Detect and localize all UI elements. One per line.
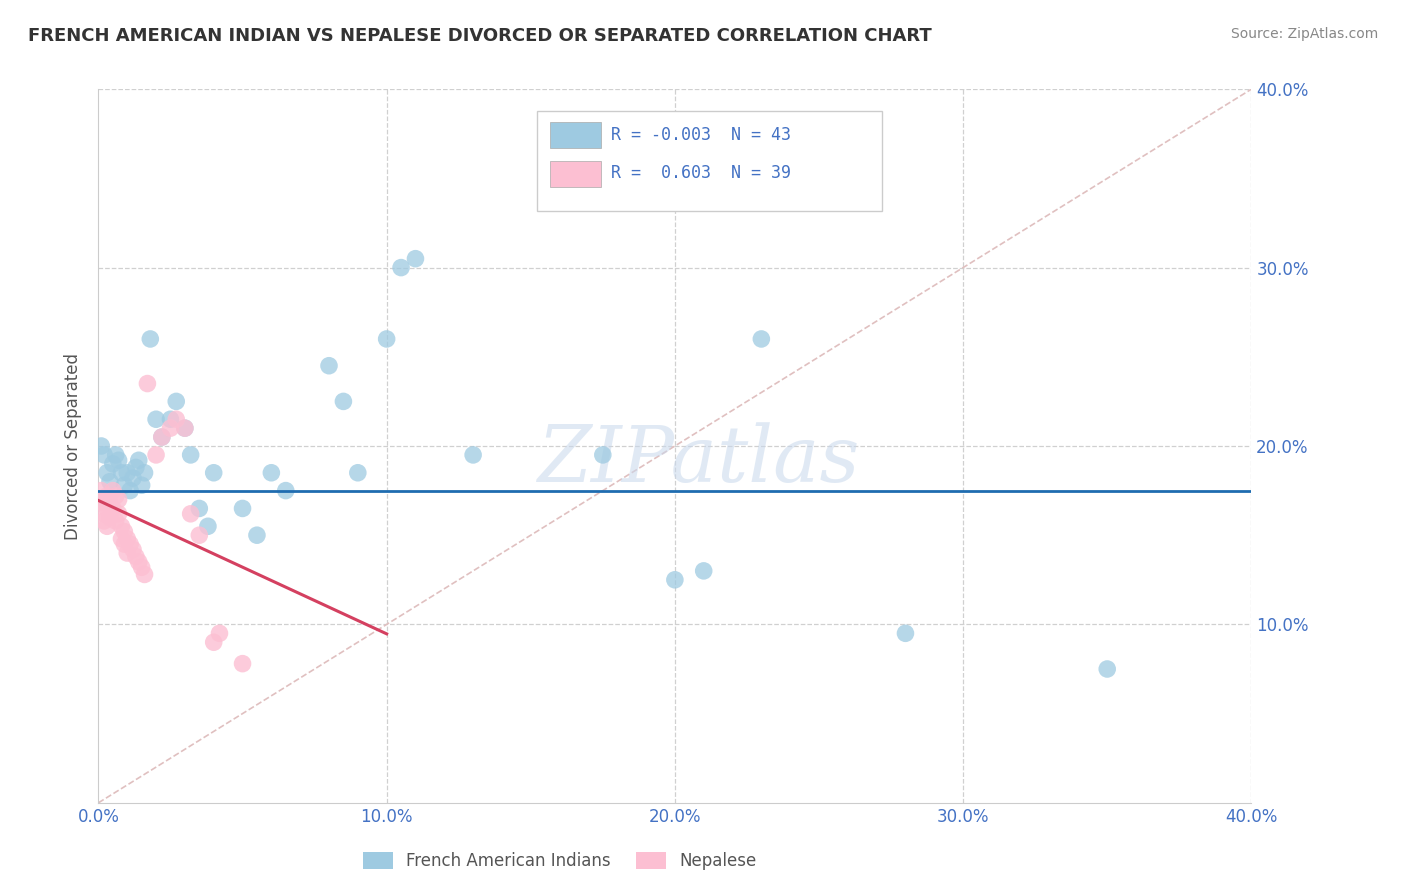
Point <box>104 489 127 503</box>
Point <box>131 560 153 574</box>
Point <box>107 507 129 521</box>
Point <box>98 510 121 524</box>
Point <box>93 496 115 510</box>
Point <box>125 549 148 564</box>
Point <box>104 514 127 528</box>
Text: R = -0.003  N = 43: R = -0.003 N = 43 <box>612 126 792 144</box>
Point <box>96 489 118 503</box>
Point <box>96 466 118 480</box>
Text: ZIPatlas: ZIPatlas <box>537 422 859 499</box>
Point <box>101 501 124 516</box>
Point <box>318 359 340 373</box>
Point <box>112 478 135 492</box>
Text: Source: ZipAtlas.com: Source: ZipAtlas.com <box>1230 27 1378 41</box>
Point <box>110 519 132 533</box>
FancyBboxPatch shape <box>537 111 883 211</box>
Point <box>405 252 427 266</box>
Point <box>112 524 135 539</box>
Point <box>197 519 219 533</box>
Point <box>131 478 153 492</box>
Point <box>1097 662 1119 676</box>
Point <box>98 496 121 510</box>
Point <box>120 537 142 551</box>
Point <box>120 483 142 498</box>
Point <box>159 421 181 435</box>
Point <box>134 567 156 582</box>
Point <box>174 421 197 435</box>
Point <box>461 448 484 462</box>
Point <box>274 483 297 498</box>
Point <box>93 448 115 462</box>
Point <box>346 466 368 480</box>
Point <box>375 332 398 346</box>
Point <box>139 332 162 346</box>
Point <box>90 439 112 453</box>
Point <box>107 492 129 507</box>
Point <box>125 460 148 475</box>
Point <box>202 466 225 480</box>
Point <box>96 501 118 516</box>
Point <box>202 635 225 649</box>
Point <box>389 260 412 275</box>
Point <box>117 532 139 546</box>
Point <box>693 564 716 578</box>
Point <box>110 466 132 480</box>
Point <box>180 507 202 521</box>
Point <box>93 507 115 521</box>
Legend: French American Indians, Nepalese: French American Indians, Nepalese <box>356 845 763 877</box>
Point <box>165 412 187 426</box>
FancyBboxPatch shape <box>550 122 602 148</box>
Point <box>128 453 150 467</box>
Text: FRENCH AMERICAN INDIAN VS NEPALESE DIVORCED OR SEPARATED CORRELATION CHART: FRENCH AMERICAN INDIAN VS NEPALESE DIVOR… <box>28 27 932 45</box>
Point <box>134 466 156 480</box>
Point <box>96 519 118 533</box>
Point <box>90 483 112 498</box>
Point <box>231 501 254 516</box>
Point <box>174 421 197 435</box>
Point <box>894 626 917 640</box>
Point <box>664 573 686 587</box>
FancyBboxPatch shape <box>550 161 602 187</box>
Point <box>188 501 211 516</box>
Point <box>145 412 167 426</box>
Point <box>145 448 167 462</box>
Point <box>101 457 124 471</box>
Point <box>592 448 614 462</box>
Point <box>231 657 254 671</box>
Point <box>150 430 173 444</box>
Point <box>117 546 139 560</box>
Point <box>260 466 283 480</box>
Point <box>93 514 115 528</box>
Point <box>165 394 187 409</box>
Point <box>122 471 145 485</box>
Point <box>98 475 121 489</box>
Text: R =  0.603  N = 39: R = 0.603 N = 39 <box>612 164 792 182</box>
Point <box>101 483 124 498</box>
Point <box>122 542 145 557</box>
Point <box>751 332 773 346</box>
Point <box>128 555 150 569</box>
Y-axis label: Divorced or Separated: Divorced or Separated <box>65 352 83 540</box>
Point <box>104 448 127 462</box>
Point <box>159 412 181 426</box>
Point <box>332 394 354 409</box>
Point <box>112 537 135 551</box>
Point <box>188 528 211 542</box>
Point <box>107 453 129 467</box>
Point <box>246 528 269 542</box>
Point <box>117 466 139 480</box>
Point <box>180 448 202 462</box>
Point <box>150 430 173 444</box>
Point <box>208 626 231 640</box>
Point <box>136 376 159 391</box>
Point <box>90 492 112 507</box>
Point <box>110 532 132 546</box>
